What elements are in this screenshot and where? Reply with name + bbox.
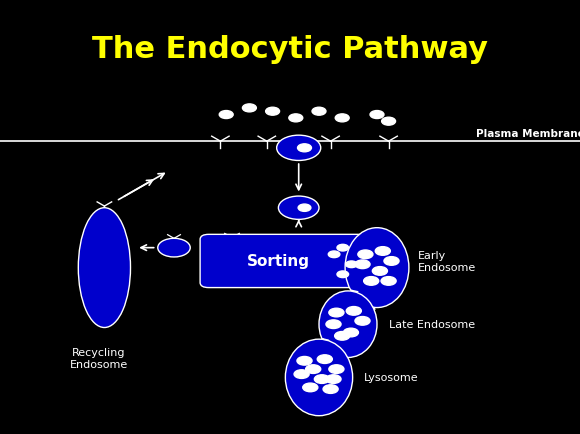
Circle shape — [289, 115, 303, 122]
Text: Plasma Membrane: Plasma Membrane — [476, 128, 580, 138]
Circle shape — [306, 365, 321, 374]
Text: Early
Endosome: Early Endosome — [418, 250, 476, 272]
Circle shape — [266, 108, 280, 116]
Circle shape — [384, 257, 399, 266]
Circle shape — [329, 309, 344, 317]
Circle shape — [326, 320, 341, 329]
Circle shape — [381, 277, 396, 286]
Circle shape — [317, 355, 332, 364]
Circle shape — [323, 385, 338, 394]
Ellipse shape — [345, 228, 409, 308]
Ellipse shape — [78, 208, 130, 328]
Text: Late Endosome: Late Endosome — [389, 319, 474, 329]
Circle shape — [355, 317, 370, 326]
Circle shape — [343, 329, 358, 337]
Circle shape — [303, 383, 318, 392]
Circle shape — [329, 365, 344, 374]
Circle shape — [375, 247, 390, 256]
Circle shape — [328, 251, 340, 258]
Circle shape — [346, 261, 357, 268]
Circle shape — [298, 145, 311, 152]
Text: Sorting: Sorting — [247, 254, 310, 269]
Text: Lysosome: Lysosome — [364, 372, 419, 382]
Circle shape — [372, 267, 387, 276]
Ellipse shape — [285, 339, 353, 416]
Circle shape — [278, 197, 319, 220]
Circle shape — [358, 250, 373, 259]
FancyBboxPatch shape — [200, 235, 392, 288]
Circle shape — [294, 370, 309, 378]
Text: Recycling
Endosome: Recycling Endosome — [70, 348, 128, 369]
Circle shape — [382, 118, 396, 126]
Circle shape — [219, 111, 233, 119]
Circle shape — [277, 136, 321, 161]
Circle shape — [312, 108, 326, 116]
Circle shape — [297, 357, 312, 365]
Circle shape — [337, 245, 349, 251]
Circle shape — [337, 271, 349, 278]
Circle shape — [298, 204, 311, 212]
Circle shape — [314, 375, 329, 384]
Text: The Endocytic Pathway: The Endocytic Pathway — [92, 34, 488, 63]
Circle shape — [335, 332, 350, 340]
Circle shape — [335, 115, 349, 122]
Circle shape — [326, 375, 341, 384]
Circle shape — [346, 307, 361, 316]
Circle shape — [158, 239, 190, 257]
Circle shape — [370, 111, 384, 119]
Circle shape — [242, 105, 256, 112]
Ellipse shape — [319, 291, 377, 358]
Circle shape — [355, 260, 370, 269]
Circle shape — [364, 277, 379, 286]
